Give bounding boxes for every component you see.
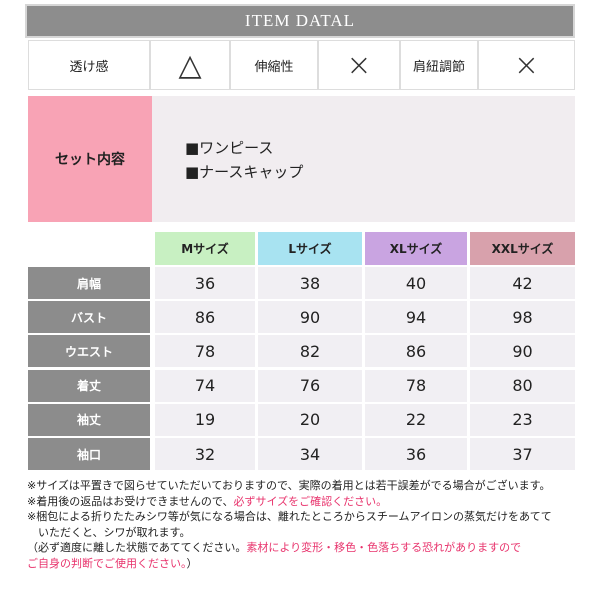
- row-label: 着丈: [28, 369, 150, 402]
- attribute-value: ×: [478, 40, 575, 90]
- set-label: セット内容: [28, 96, 152, 222]
- size-header: Mサイズ: [155, 232, 255, 265]
- note-text: 必ずサイズをご確認ください。: [233, 494, 388, 508]
- note-line: いただくと、シワが取れます。: [27, 525, 587, 541]
- note-text: ※着用後の返品はお受けできませんので、: [27, 494, 234, 508]
- size-value: 80: [470, 369, 575, 402]
- size-value: 23: [470, 403, 575, 436]
- note-line: ご自身の判断でご使用ください。）: [27, 556, 587, 572]
- size-value: 40: [365, 267, 467, 299]
- note-text: ※サイズは平置きで図らせていただいておりますので、実際の着用とは若干誤差がでる場…: [27, 479, 551, 492]
- size-value: 20: [258, 403, 362, 436]
- size-value: 98: [470, 301, 575, 334]
- size-value: 74: [155, 369, 255, 402]
- set-items: ■ワンピース ■ナースキャップ: [152, 96, 575, 222]
- note-line: ※着用後の返品はお受けできませんので、必ずサイズをご確認ください。: [27, 494, 587, 510]
- set-item: ■ワンピース: [185, 139, 274, 157]
- size-value: 42: [470, 267, 575, 299]
- row-label: 肩幅: [28, 267, 150, 299]
- note-text: ※梱包による折りたたみシワ等が気になる場合は、離れたところからスチームアイロンの…: [27, 510, 552, 523]
- size-header: Lサイズ: [258, 232, 362, 265]
- size-value: 90: [258, 301, 362, 334]
- note-text: ご自身の判断でご使用ください。: [27, 556, 187, 570]
- size-value: 22: [365, 403, 467, 436]
- row-label: 袖口: [28, 438, 150, 470]
- note-line: ※サイズは平置きで図らせていただいておりますので、実際の着用とは若干誤差がでる場…: [27, 478, 587, 494]
- row-label: ウエスト: [28, 335, 150, 368]
- header-title: ITEM DATAL: [25, 4, 575, 38]
- row-label: 袖丈: [28, 403, 150, 436]
- attribute-value: △: [150, 40, 230, 90]
- note-text: （必ず適度に離した状態であててください。: [27, 541, 247, 554]
- note-text: ）: [186, 556, 198, 570]
- attribute-label: 肩紐調節: [400, 40, 478, 90]
- size-value: 37: [470, 438, 575, 470]
- size-value: 34: [258, 438, 362, 470]
- attribute-label: 伸縮性: [230, 40, 318, 90]
- note-text: いただくと、シワが取れます。: [27, 525, 191, 539]
- note-line: ※梱包による折りたたみシワ等が気になる場合は、離れたところからスチームアイロンの…: [27, 509, 587, 525]
- note-line: （必ず適度に離した状態であててください。素材により変形・移色・色落ちする恐れがあ…: [27, 540, 587, 556]
- size-value: 36: [365, 438, 467, 470]
- attribute-value: ×: [318, 40, 400, 90]
- size-header: XXLサイズ: [470, 232, 575, 265]
- size-value: 90: [470, 335, 575, 368]
- size-value: 94: [365, 301, 467, 334]
- notes: ※サイズは平置きで図らせていただいておりますので、実際の着用とは若干誤差がでる場…: [27, 478, 587, 571]
- size-value: 38: [258, 267, 362, 299]
- size-value: 86: [365, 335, 467, 368]
- size-value: 78: [365, 369, 467, 402]
- size-value: 78: [155, 335, 255, 368]
- row-label: バスト: [28, 301, 150, 334]
- set-item: ■ナースキャップ: [185, 163, 304, 181]
- note-text: 素材により変形・移色・色落ちする恐れがありますので: [246, 541, 522, 554]
- size-header: XLサイズ: [365, 232, 467, 265]
- size-value: 86: [155, 301, 255, 334]
- size-value: 82: [258, 335, 362, 368]
- attribute-label: 透け感: [28, 40, 150, 90]
- size-value: 36: [155, 267, 255, 299]
- size-value: 76: [258, 369, 362, 402]
- size-value: 19: [155, 403, 255, 436]
- size-value: 32: [155, 438, 255, 470]
